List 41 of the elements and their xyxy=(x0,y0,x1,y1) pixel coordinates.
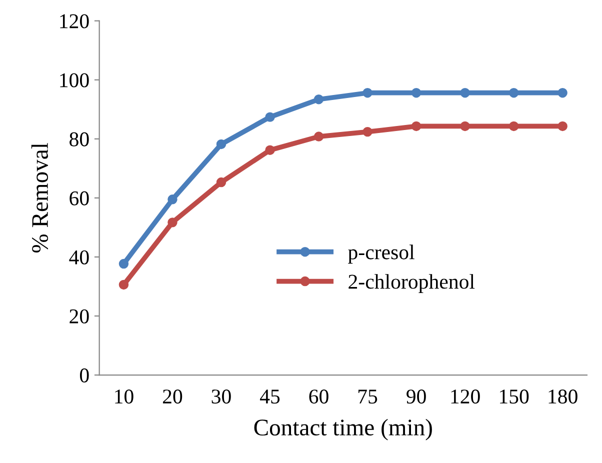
point xyxy=(265,112,275,122)
x-tick-label: 120 xyxy=(451,390,480,404)
x-tick-label: 60 xyxy=(309,390,328,404)
point xyxy=(168,218,178,228)
y-axis-title: % Removal xyxy=(31,143,48,253)
x-tick-label: 45 xyxy=(260,390,280,404)
point xyxy=(460,88,470,98)
point xyxy=(460,121,470,132)
point xyxy=(265,145,275,155)
point xyxy=(508,121,519,132)
point xyxy=(314,94,324,104)
x-tick-label: 180 xyxy=(548,390,578,404)
point xyxy=(118,258,129,269)
x-axis-title: Contact time (min) xyxy=(254,418,432,440)
y-tick-label: 40 xyxy=(69,250,89,264)
y-tick-label: 80 xyxy=(70,132,89,146)
point xyxy=(362,88,372,98)
y-tick-label: 20 xyxy=(70,309,89,324)
x-tick-label: 75 xyxy=(358,390,378,404)
x-tick-label: 20 xyxy=(162,390,182,404)
x-tick-label: 150 xyxy=(500,390,529,404)
legend-label: 2-chlorophenol xyxy=(348,274,475,293)
point xyxy=(558,88,568,98)
point xyxy=(411,88,422,98)
y-tick-label: 60 xyxy=(70,191,89,206)
y-tick-label: 100 xyxy=(60,73,89,88)
point xyxy=(362,126,372,137)
y-tick-label: 120 xyxy=(60,14,89,28)
point xyxy=(216,139,226,150)
y-tick-label: 0 xyxy=(80,368,89,382)
x-tick-label: 10 xyxy=(115,390,134,404)
legend-label: p-cresol xyxy=(348,244,414,264)
x-tick-label: 90 xyxy=(406,390,426,404)
point xyxy=(216,177,226,188)
point xyxy=(314,132,324,142)
point xyxy=(411,121,422,132)
point xyxy=(118,280,129,290)
point xyxy=(558,121,568,132)
point xyxy=(168,194,178,204)
point xyxy=(508,88,519,98)
x-tick-label: 30 xyxy=(212,390,231,404)
